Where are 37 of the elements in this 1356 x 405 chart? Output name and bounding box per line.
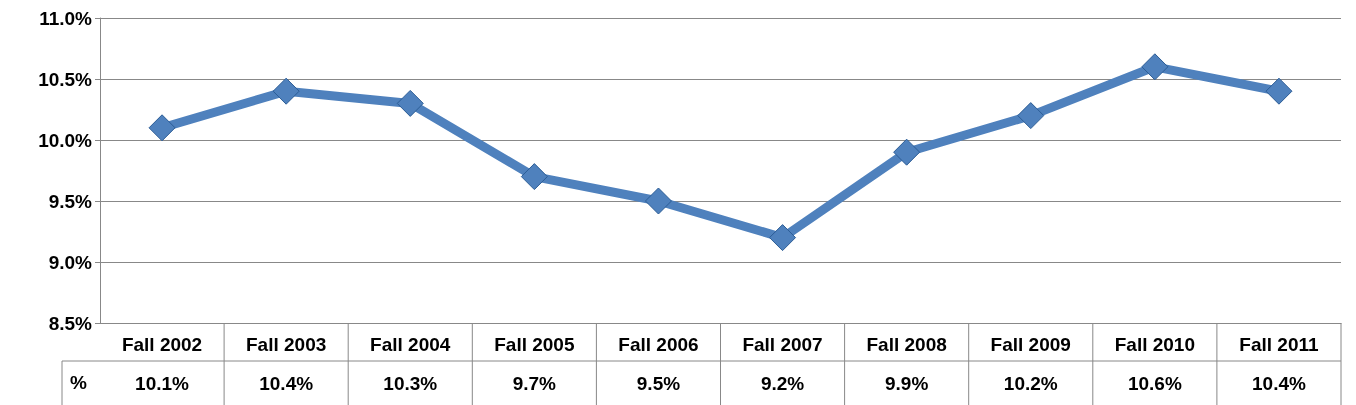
x-tick-label: Fall 2007: [742, 334, 823, 355]
x-tick-label: Fall 2002: [121, 334, 203, 355]
data-label: 9.7%: [512, 372, 557, 394]
x-tick-label: Fall 2009: [990, 334, 1071, 355]
data-label: 9.9%: [884, 372, 929, 394]
point: [1141, 53, 1169, 81]
data-label: 9.2%: [760, 372, 805, 394]
y-tick-label: 9.0%: [48, 251, 93, 273]
data-label: 10.2%: [1003, 372, 1058, 394]
data-label: 9.5%: [636, 372, 681, 394]
y-tick-label: 10.5%: [38, 68, 93, 90]
x-tick-label: Fall 2005: [494, 334, 575, 355]
x-tick-label: Fall 2008: [866, 334, 947, 355]
x-tick-label: Fall 2003: [246, 334, 327, 355]
data-label: 10.4%: [259, 372, 314, 394]
x-tick-label: Fall 2011: [1239, 334, 1319, 355]
data-label: 10.1%: [135, 372, 190, 394]
point: [520, 163, 548, 191]
point: [1017, 102, 1045, 130]
point: [272, 77, 300, 105]
y-tick-label: 9.5%: [48, 190, 93, 212]
data-label: 10.4%: [1252, 372, 1306, 394]
x-tick-label: Fall 2010: [1114, 334, 1195, 355]
x-tick-label: Fall 2004: [370, 334, 451, 355]
point: [148, 114, 176, 142]
y-tick-label: 10.0%: [38, 129, 93, 151]
y-tick-label: 8.5%: [48, 312, 93, 334]
data-label: 10.3%: [383, 372, 438, 394]
point: [893, 138, 921, 166]
data-label: 10.6%: [1127, 372, 1182, 394]
point: [769, 224, 797, 252]
point: [1265, 77, 1293, 105]
y-tick-label: 11.0%: [39, 7, 93, 29]
text: %: [70, 372, 87, 393]
x-tick-label: Fall 2006: [618, 334, 699, 355]
point: [644, 187, 672, 215]
point: [396, 89, 424, 117]
